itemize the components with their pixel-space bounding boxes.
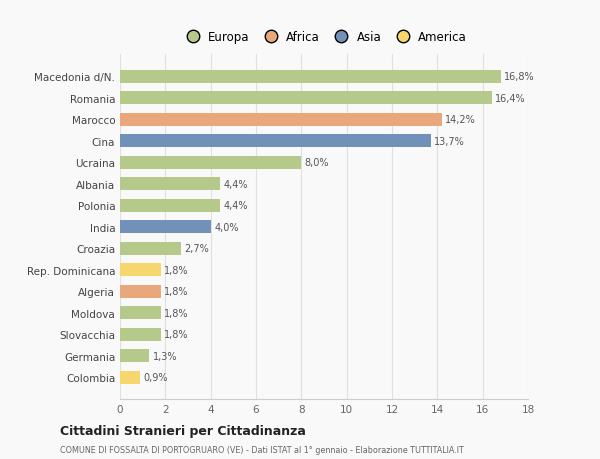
Bar <box>120 307 161 319</box>
Text: 1,3%: 1,3% <box>153 351 178 361</box>
Text: 1,8%: 1,8% <box>164 308 188 318</box>
Bar <box>120 178 220 191</box>
Text: 4,4%: 4,4% <box>223 179 248 189</box>
Bar <box>120 135 431 148</box>
Bar <box>120 221 211 234</box>
Text: Cittadini Stranieri per Cittadinanza: Cittadini Stranieri per Cittadinanza <box>60 424 306 437</box>
Bar <box>120 371 140 384</box>
Legend: Europa, Africa, Asia, America: Europa, Africa, Asia, America <box>176 27 472 49</box>
Text: 4,4%: 4,4% <box>223 201 248 211</box>
Text: 16,8%: 16,8% <box>504 72 535 82</box>
Bar <box>120 263 161 276</box>
Text: 0,9%: 0,9% <box>144 372 168 382</box>
Text: 13,7%: 13,7% <box>434 136 464 146</box>
Text: 16,4%: 16,4% <box>495 94 526 104</box>
Bar <box>120 92 492 105</box>
Bar <box>120 71 501 84</box>
Bar <box>120 285 161 298</box>
Bar <box>120 349 149 362</box>
Text: 1,8%: 1,8% <box>164 265 188 275</box>
Text: 2,7%: 2,7% <box>185 244 209 254</box>
Text: 14,2%: 14,2% <box>445 115 476 125</box>
Bar <box>120 242 181 255</box>
Text: 1,8%: 1,8% <box>164 330 188 339</box>
Text: COMUNE DI FOSSALTA DI PORTOGRUARO (VE) - Dati ISTAT al 1° gennaio - Elaborazione: COMUNE DI FOSSALTA DI PORTOGRUARO (VE) -… <box>60 445 464 454</box>
Bar <box>120 328 161 341</box>
Text: 4,0%: 4,0% <box>214 222 239 232</box>
Bar <box>120 199 220 212</box>
Bar <box>120 113 442 127</box>
Text: 8,0%: 8,0% <box>305 158 329 168</box>
Text: 1,8%: 1,8% <box>164 286 188 297</box>
Bar <box>120 157 301 169</box>
